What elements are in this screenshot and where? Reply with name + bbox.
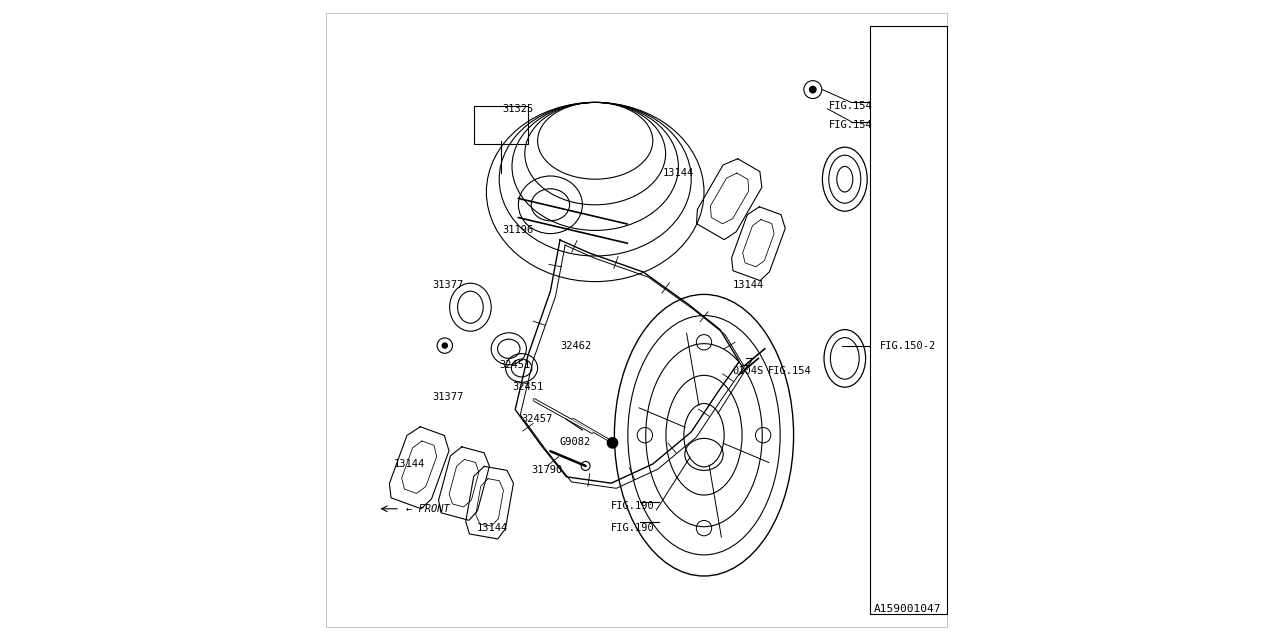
Text: 31377: 31377 <box>433 392 463 402</box>
Text: 13144: 13144 <box>732 280 764 290</box>
Bar <box>870 26 947 614</box>
Text: A159001047: A159001047 <box>873 604 941 614</box>
Text: 13144: 13144 <box>477 523 508 533</box>
Text: 13144: 13144 <box>394 459 425 469</box>
Text: FIG.150-2: FIG.150-2 <box>881 340 936 351</box>
Text: ← FRONT: ← FRONT <box>407 504 451 514</box>
Text: 32451: 32451 <box>512 382 543 392</box>
Text: 0104S: 0104S <box>732 366 764 376</box>
Text: FIG.190: FIG.190 <box>612 523 655 533</box>
Text: 31790: 31790 <box>531 465 562 476</box>
Text: 32451: 32451 <box>499 360 530 370</box>
Text: FIG.154: FIG.154 <box>829 100 873 111</box>
Text: 13144: 13144 <box>663 168 694 178</box>
Circle shape <box>608 438 618 448</box>
Text: 32457: 32457 <box>522 414 553 424</box>
Text: FIG.154: FIG.154 <box>768 366 812 376</box>
Text: G9082: G9082 <box>561 436 591 447</box>
Circle shape <box>809 86 817 93</box>
Circle shape <box>443 343 448 348</box>
Text: 31377: 31377 <box>433 280 463 290</box>
Text: 32462: 32462 <box>561 340 591 351</box>
Text: 31196: 31196 <box>502 225 534 236</box>
Text: 31325: 31325 <box>502 104 534 114</box>
Text: FIG.154: FIG.154 <box>829 120 873 130</box>
Text: FIG.190: FIG.190 <box>612 500 655 511</box>
